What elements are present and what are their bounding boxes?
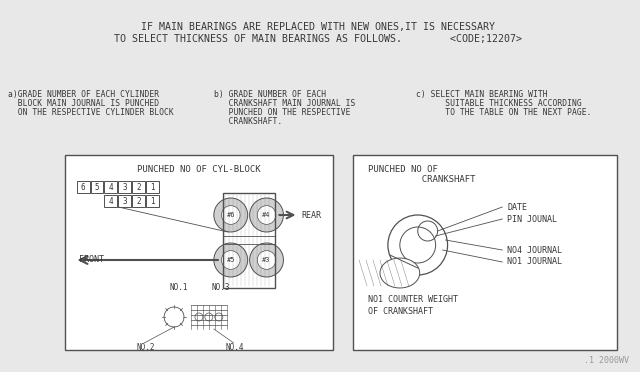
Text: PUNCHED ON THE RESPECTIVE: PUNCHED ON THE RESPECTIVE	[214, 108, 350, 117]
Circle shape	[214, 243, 248, 277]
Text: PIN JOUNAL: PIN JOUNAL	[508, 215, 557, 224]
Text: DATE: DATE	[508, 202, 527, 212]
Text: 5: 5	[95, 183, 99, 192]
Text: NO.2: NO.2	[136, 343, 155, 352]
Text: 4: 4	[109, 183, 113, 192]
Polygon shape	[380, 258, 420, 288]
Bar	[132, 195, 145, 207]
Text: 1: 1	[150, 196, 155, 205]
Text: 1: 1	[150, 183, 155, 192]
Text: 2: 2	[136, 196, 141, 205]
Text: 3: 3	[122, 196, 127, 205]
Bar	[146, 195, 159, 207]
Bar	[77, 181, 90, 193]
Text: CRANKSHAFT MAIN JOURNAL IS: CRANKSHAFT MAIN JOURNAL IS	[214, 99, 355, 108]
Bar	[65, 155, 333, 350]
Text: NO1 COUNTER WEIGHT
OF CRANKSHAFT: NO1 COUNTER WEIGHT OF CRANKSHAFT	[368, 295, 458, 317]
Text: FRONT: FRONT	[79, 256, 104, 264]
Circle shape	[257, 206, 276, 224]
Text: REAR: REAR	[301, 211, 321, 219]
Text: PUNCHED NO OF: PUNCHED NO OF	[368, 165, 438, 174]
Text: ON THE RESPECTIVE CYLINDER BLOCK: ON THE RESPECTIVE CYLINDER BLOCK	[8, 108, 173, 117]
Text: TO THE TABLE ON THE NEXT PAGE.: TO THE TABLE ON THE NEXT PAGE.	[416, 108, 591, 117]
Text: 6: 6	[81, 183, 85, 192]
Bar	[223, 192, 275, 288]
Text: CRANKSHAFT.: CRANKSHAFT.	[214, 117, 282, 126]
Text: 3: 3	[122, 183, 127, 192]
Text: #4: #4	[262, 212, 271, 218]
Text: CRANKSHAFT: CRANKSHAFT	[368, 175, 476, 184]
Bar	[118, 195, 131, 207]
Circle shape	[221, 251, 240, 269]
Circle shape	[214, 198, 248, 232]
Bar	[146, 181, 159, 193]
Text: NO.3: NO.3	[212, 283, 230, 292]
Bar	[132, 181, 145, 193]
Bar	[353, 155, 617, 350]
Text: .1 2000WV: .1 2000WV	[584, 356, 628, 365]
Text: #6: #6	[227, 212, 235, 218]
Bar	[118, 181, 131, 193]
Circle shape	[250, 198, 284, 232]
Text: TO SELECT THICKNESS OF MAIN BEARINGS AS FOLLOWS.        <CODE;12207>: TO SELECT THICKNESS OF MAIN BEARINGS AS …	[115, 34, 522, 44]
Text: SUITABLE THICKNESS ACCORDING: SUITABLE THICKNESS ACCORDING	[416, 99, 582, 108]
Circle shape	[221, 206, 240, 224]
Text: b) GRADE NUMBER OF EACH: b) GRADE NUMBER OF EACH	[214, 90, 326, 99]
Bar	[104, 195, 117, 207]
Text: PUNCHED NO OF CYL-BLOCK: PUNCHED NO OF CYL-BLOCK	[137, 165, 260, 174]
Bar	[104, 181, 117, 193]
Text: IF MAIN BEARINGS ARE REPLACED WITH NEW ONES,IT IS NECESSARY: IF MAIN BEARINGS ARE REPLACED WITH NEW O…	[141, 22, 495, 32]
Text: NO.1: NO.1	[169, 283, 188, 292]
Text: NO.4: NO.4	[226, 343, 244, 352]
Text: a)GRADE NUMBER OF EACH CYLINDER: a)GRADE NUMBER OF EACH CYLINDER	[8, 90, 159, 99]
Text: #5: #5	[227, 257, 235, 263]
Bar	[90, 181, 104, 193]
Text: 4: 4	[109, 196, 113, 205]
Circle shape	[250, 243, 284, 277]
Text: NO1 JOURNAL: NO1 JOURNAL	[508, 257, 563, 266]
Text: 2: 2	[136, 183, 141, 192]
Text: c) SELECT MAIN BEARING WITH: c) SELECT MAIN BEARING WITH	[416, 90, 547, 99]
Text: #3: #3	[262, 257, 271, 263]
Circle shape	[257, 251, 276, 269]
Text: NO4 JOURNAL: NO4 JOURNAL	[508, 246, 563, 254]
Text: BLOCK MAIN JOURNAL IS PUNCHED: BLOCK MAIN JOURNAL IS PUNCHED	[8, 99, 159, 108]
